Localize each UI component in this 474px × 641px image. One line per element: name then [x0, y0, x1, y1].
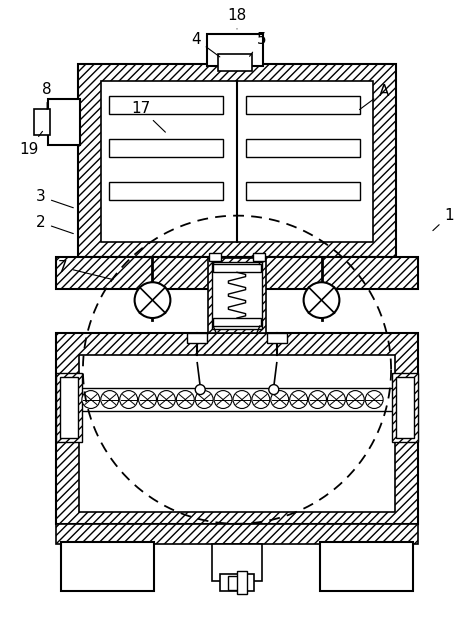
Text: 7: 7 — [58, 260, 113, 279]
Text: 1: 1 — [433, 208, 454, 231]
Bar — [101, 81, 373, 242]
Circle shape — [328, 390, 346, 408]
Bar — [392, 372, 418, 442]
Bar — [207, 34, 263, 65]
Text: 17: 17 — [131, 101, 165, 132]
Bar — [56, 333, 418, 524]
Bar — [60, 377, 78, 438]
Bar — [319, 542, 413, 592]
Bar — [79, 355, 395, 512]
Circle shape — [290, 390, 308, 408]
Bar — [246, 139, 360, 157]
Bar — [48, 99, 80, 145]
Circle shape — [101, 390, 118, 408]
Bar — [109, 96, 223, 114]
Circle shape — [82, 390, 100, 408]
Circle shape — [233, 390, 251, 408]
Bar — [56, 524, 418, 544]
Bar — [267, 333, 287, 343]
Circle shape — [214, 390, 232, 408]
Bar — [218, 54, 252, 71]
Bar — [78, 63, 396, 258]
Circle shape — [252, 390, 270, 408]
Text: 18: 18 — [228, 8, 246, 29]
Bar — [220, 574, 254, 592]
Circle shape — [157, 390, 175, 408]
Bar — [61, 542, 155, 592]
Bar — [56, 372, 82, 442]
Bar — [246, 182, 360, 200]
Circle shape — [120, 390, 137, 408]
Circle shape — [304, 282, 339, 318]
Bar — [79, 388, 395, 412]
Text: 3: 3 — [36, 189, 73, 208]
Circle shape — [138, 390, 156, 408]
Bar — [246, 96, 360, 114]
Bar — [208, 258, 266, 333]
Bar — [56, 258, 418, 289]
Bar — [109, 182, 223, 200]
Circle shape — [195, 390, 213, 408]
Bar — [253, 253, 265, 262]
Bar — [212, 262, 262, 329]
Circle shape — [309, 390, 327, 408]
Text: 5: 5 — [250, 32, 267, 56]
Circle shape — [346, 390, 364, 408]
Text: 19: 19 — [19, 131, 43, 156]
Circle shape — [135, 282, 170, 318]
Bar — [187, 333, 207, 343]
Bar — [109, 139, 223, 157]
Bar — [237, 570, 247, 594]
Bar — [213, 318, 261, 326]
Text: 2: 2 — [36, 215, 73, 233]
Bar — [212, 544, 262, 581]
Text: A: A — [359, 84, 389, 110]
Circle shape — [269, 385, 279, 395]
Bar — [396, 377, 414, 438]
Bar — [209, 253, 221, 262]
Circle shape — [365, 390, 383, 408]
Circle shape — [176, 390, 194, 408]
Bar — [34, 109, 50, 135]
Text: 8: 8 — [42, 82, 52, 110]
Text: 4: 4 — [191, 32, 220, 57]
Circle shape — [271, 390, 289, 408]
Bar — [213, 264, 261, 272]
Bar — [228, 576, 244, 590]
Circle shape — [195, 385, 205, 395]
